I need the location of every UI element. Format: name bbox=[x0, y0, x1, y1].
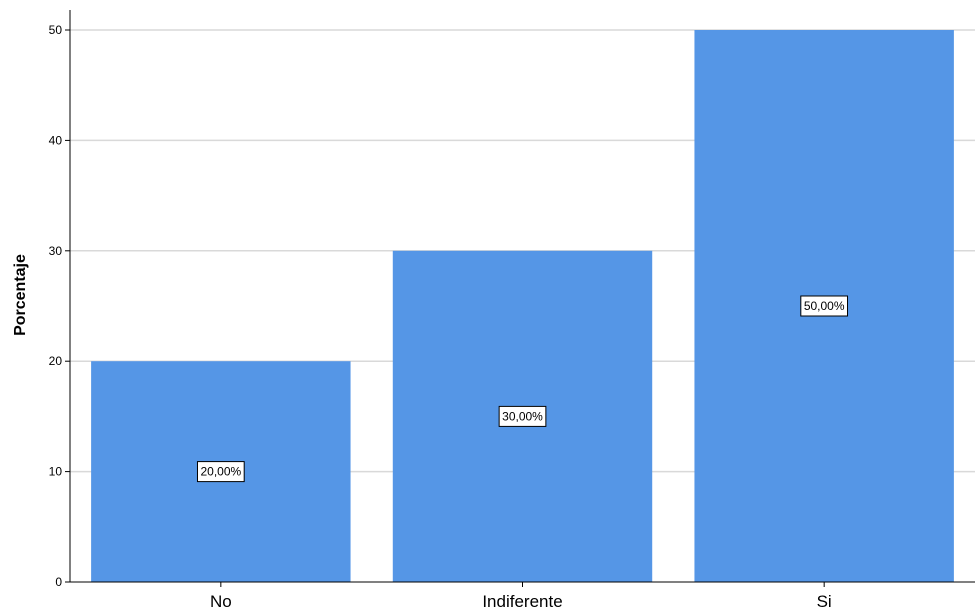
y-tick-label: 30 bbox=[49, 244, 63, 258]
y-tick-label: 20 bbox=[49, 354, 63, 368]
data-label-box bbox=[800, 295, 849, 317]
y-tick-label: 0 bbox=[55, 575, 62, 589]
data-label-box bbox=[196, 461, 245, 483]
y-tick-label: 50 bbox=[49, 23, 63, 37]
y-axis-title: Porcentaje bbox=[12, 254, 29, 336]
data-label: 30,00% bbox=[498, 405, 547, 427]
data-label: 50,00% bbox=[800, 295, 849, 317]
y-tick-labels: 0 10 20 30 40 50 bbox=[49, 23, 70, 589]
x-tick-labels: No Indiferente Si bbox=[210, 582, 832, 611]
data-label-text: 50,00% bbox=[804, 299, 845, 313]
y-tick-label: 10 bbox=[49, 465, 63, 479]
data-label-text: 30,00% bbox=[502, 409, 543, 423]
data-label-box bbox=[498, 405, 547, 427]
data-label-text: 20,00% bbox=[200, 465, 241, 479]
x-tick-label: Si bbox=[817, 592, 832, 611]
x-tick-label: Indiferente bbox=[482, 592, 562, 611]
x-tick-label: No bbox=[210, 592, 232, 611]
y-tick-label: 40 bbox=[49, 133, 63, 147]
data-label: 20,00% bbox=[196, 461, 245, 483]
data-labels: 20,00% 30,00% 50,00% bbox=[196, 295, 849, 483]
